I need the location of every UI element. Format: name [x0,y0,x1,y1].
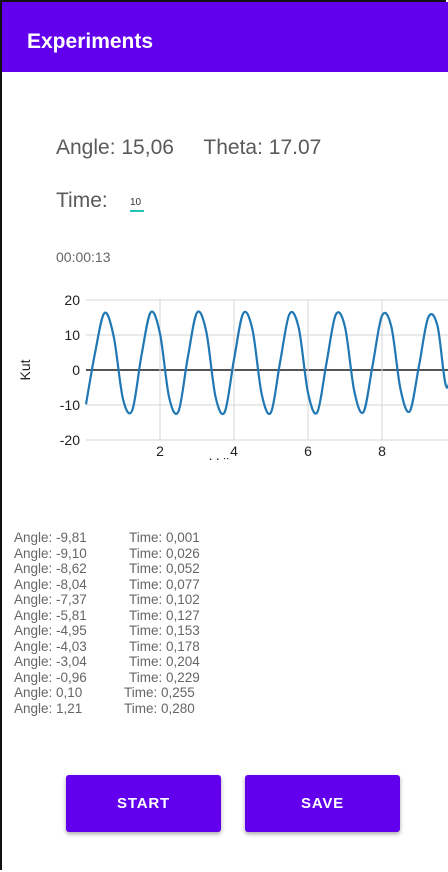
reading-row: Angle: 1,21 Time: 0,280 [14,700,195,717]
reading-time: Time: 0,052 [129,561,200,576]
x-tick-label: 2 [156,443,164,459]
reading-row: Angle: -8,62 Time: 0,052 [14,561,200,577]
reading-angle: Angle: 1,21 [14,700,83,716]
reading-row: Angle: 0,10 Time: 0,255 [14,685,195,701]
save-button[interactable]: SAVE [245,775,400,832]
reading-row: Angle: -5,81 Time: 0,127 [14,607,200,624]
angle-label: Angle: 15,06 [56,136,174,159]
reading-angle: Angle: -5,81 [14,607,87,623]
x-tick-label: 6 [304,443,312,459]
elapsed-timer: 00:00:13 [56,249,111,265]
y-tick-label: -20 [60,432,80,448]
reading-time: Time: 0,280 [124,700,195,716]
reading-time: Time: 0,026 [129,545,200,561]
start-button[interactable]: START [66,775,221,832]
time-input[interactable]: 10 [130,197,144,212]
reading-time: Time: 0,127 [129,607,200,623]
y-tick-label: 10 [64,327,80,343]
reading-angle: Angle: -9,10 [14,545,87,561]
reading-row: Angle: -0,96 Time: 0,229 [14,669,200,686]
reading-angle: Angle: -0,96 [14,669,87,685]
x-axis-label: Vrijeme [210,455,257,460]
reading-angle: Angle: -8,62 [14,561,87,576]
time-label: Time: [56,189,108,212]
reading-angle: Angle: -8,04 [14,576,87,592]
y-tick-label: 20 [64,292,80,308]
app-title: Experiments [27,30,154,53]
reading-angle: Angle: -4,03 [14,638,87,654]
readings-list: Angle: -9,81 Time: 0,001 Angle: -9,10 Time:… [14,530,200,717]
y-tick-label: 0 [72,362,80,378]
reading-row: Angle: -4,03 Time: 0,178 [14,638,200,655]
theta-label: Theta: 17.07 [203,136,322,159]
reading-time: Time: 0,255 [124,685,195,700]
reading-time: Time: 0,229 [129,669,200,685]
reading-time: Time: 0,153 [129,623,200,638]
reading-angle: Angle: 0,10 [14,685,83,700]
angle-readout: Angle: 15,06 Theta: 17.07 [56,136,345,160]
reading-time: Time: 0,001 [129,530,200,545]
reading-angle: Angle: -4,95 [14,623,87,638]
reading-time: Time: 0,178 [129,638,200,654]
reading-row: Angle: -8,04 Time: 0,077 [14,576,200,593]
reading-angle: Angle: -9,81 [14,530,87,545]
y-tick-label: -10 [60,397,80,413]
reading-time: Time: 0,077 [129,576,200,592]
reading-row: Angle: -4,95 Time: 0,153 [14,623,200,639]
reading-row: Angle: -3,04 Time: 0,204 [14,654,200,670]
x-tick-label: 8 [378,443,386,459]
reading-time: Time: 0,102 [129,592,200,607]
reading-angle: Angle: -3,04 [14,654,87,669]
reading-row: Angle: -9,10 Time: 0,026 [14,545,200,562]
angle-series-line [84,310,448,416]
reading-row: Angle: -7,37 Time: 0,102 [14,592,200,608]
y-axis-label: Kut [17,359,33,380]
x-tick-label: 4 [230,443,238,459]
reading-time: Time: 0,204 [129,654,200,669]
reading-angle: Angle: -7,37 [14,592,87,607]
reading-row: Angle: -9,81 Time: 0,001 [14,530,200,546]
app-bar: Experiments [2,2,448,72]
